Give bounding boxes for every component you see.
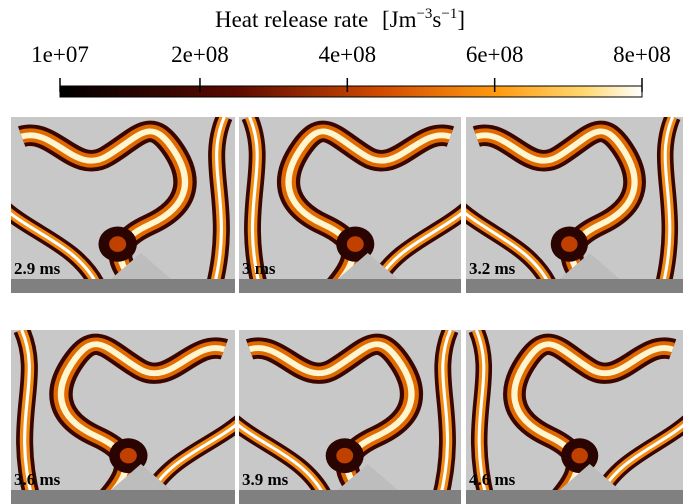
- panel: 4.6 ms: [466, 330, 683, 504]
- tick-label: 1e+07: [31, 42, 89, 67]
- panel-image: [466, 330, 683, 504]
- panel: 3.2 ms: [466, 117, 683, 293]
- panel-image: [239, 330, 461, 504]
- nozzle: [110, 464, 171, 490]
- unit: s: [432, 7, 441, 32]
- panel-image: [11, 330, 235, 504]
- floor: [239, 490, 461, 504]
- nozzle: [559, 464, 620, 490]
- nozzle: [337, 253, 398, 279]
- panel-image: [239, 117, 461, 293]
- panel: 3.9 ms: [239, 330, 461, 504]
- tick-label: 4e+08: [318, 42, 376, 67]
- nozzle: [337, 464, 398, 490]
- nozzle: [110, 253, 171, 279]
- colorbar: [59, 85, 643, 98]
- title-text: Heat release rate: [215, 7, 368, 32]
- floor: [466, 279, 683, 293]
- panel: 3 ms: [239, 117, 461, 293]
- nozzle: [559, 253, 620, 279]
- panel-label: 3.9 ms: [242, 470, 289, 489]
- unit-exp: −1: [441, 6, 457, 22]
- panel-label: 3.2 ms: [469, 259, 516, 278]
- unit-exp: −3: [416, 6, 432, 22]
- floor: [11, 490, 235, 504]
- panel: 3.6 ms: [11, 330, 235, 504]
- panel-image: [11, 117, 235, 293]
- tick-label: 6e+08: [466, 42, 524, 67]
- panel: 2.9 ms: [11, 117, 235, 293]
- floor: [466, 490, 683, 504]
- panel-label: 3.6 ms: [14, 470, 61, 489]
- tick-label: 8e+08: [613, 42, 671, 67]
- unit: ]: [457, 7, 465, 32]
- panel-label: 3 ms: [242, 259, 276, 278]
- panel-image: [466, 117, 683, 293]
- colorbar-title: Heat release rate [Jm−3s−1]: [215, 6, 465, 32]
- panel-label: 2.9 ms: [14, 259, 61, 278]
- panel-label: 4.6 ms: [469, 470, 516, 489]
- floor: [11, 279, 235, 293]
- unit: [Jm: [382, 7, 417, 32]
- floor: [239, 279, 461, 293]
- tick-label: 2e+08: [171, 42, 229, 67]
